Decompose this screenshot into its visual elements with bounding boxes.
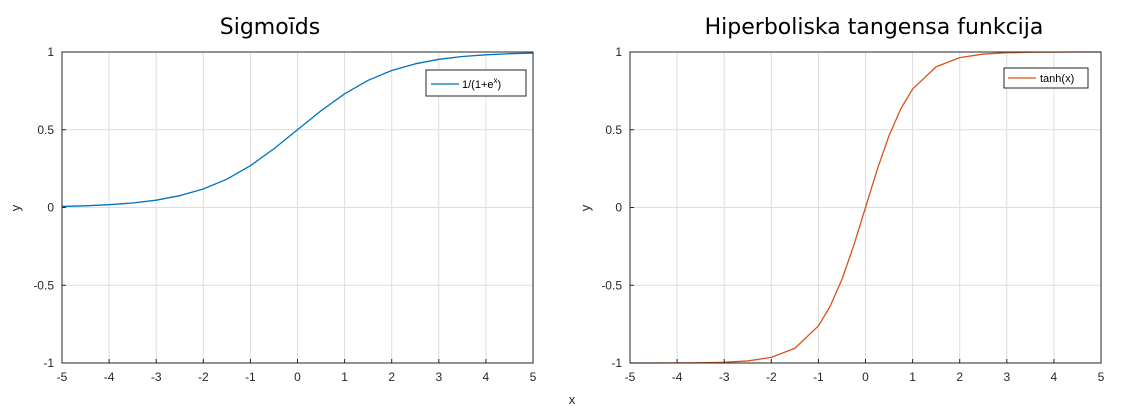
y-tick-label: 0 — [47, 201, 54, 215]
x-tick-label: 1 — [909, 370, 916, 384]
x-tick-label: -2 — [766, 370, 777, 384]
x-tick-label: -5 — [625, 370, 636, 384]
x-tick-label: 0 — [862, 370, 869, 384]
series-layer — [61, 52, 534, 208]
legend-box — [425, 69, 527, 97]
x-ticks: -5 -4 -3 -2 -1 0 1 2 3 4 5 — [57, 359, 537, 384]
x-ticks: -5 -4 -3 -2 -1 0 1 2 3 4 5 — [625, 359, 1105, 384]
x-tick-label: -3 — [151, 370, 162, 384]
x-tick-label: -5 — [57, 370, 68, 384]
legend-entry: 1/(1+ex) — [462, 76, 501, 91]
x-tick-label: 5 — [1098, 370, 1105, 384]
y-axis-label: y — [578, 204, 593, 211]
y-tick-label: -1 — [43, 356, 54, 370]
x-tick-label: -3 — [719, 370, 730, 384]
y-tick-label: -0.5 — [601, 278, 622, 292]
x-tick-label: -2 — [198, 370, 209, 384]
x-tick-label: 2 — [388, 370, 395, 384]
y-tick-label: -0.5 — [33, 278, 54, 292]
y-tick-label: 0.5 — [37, 123, 54, 137]
x-tick-label: 4 — [483, 370, 490, 384]
y-tick-label: 1 — [615, 45, 622, 59]
y-tick-label: 0 — [615, 201, 622, 215]
x-tick-label: -1 — [813, 370, 824, 384]
legend-entry: tanh(x) — [1040, 73, 1074, 85]
x-tick-label: 3 — [435, 370, 442, 384]
x-tick-label: 4 — [1051, 370, 1058, 384]
x-tick-label: 2 — [956, 370, 963, 384]
x-tick-label: -1 — [245, 370, 256, 384]
y-axis-label: y — [8, 204, 23, 211]
sigmoid-chart: Sigmoīds -5 -4 -3 -2 -1 0 1 2 3 4 5 -1-0.500.51 y … — [8, 15, 537, 384]
y-tick-label: 1 — [47, 45, 54, 59]
y-tick-label: 0.5 — [605, 123, 622, 137]
x-tick-label: 0 — [294, 370, 301, 384]
y-ticks: -1 -0.5 0 0.5 1 — [601, 45, 634, 370]
legend: tanh(x) — [1003, 67, 1089, 89]
y-ticks: -1 -0.5 0 0.5 1 — [33, 45, 66, 370]
legend-box — [1003, 67, 1089, 89]
x-tick-label: 3 — [1003, 370, 1010, 384]
x-tick-label: 5 — [530, 370, 537, 384]
y-tick-label: -1 — [611, 356, 622, 370]
x-tick-label: -4 — [104, 370, 115, 384]
tanh-chart: Hiperboliska tangensa funkcija -5 -4 -3 -2-… — [578, 15, 1105, 384]
x-tick-label: -4 — [672, 370, 683, 384]
grid — [61, 51, 534, 364]
chart-title: Sigmoīds — [220, 15, 320, 40]
series-line — [61, 52, 534, 208]
x-axis-label: x — [569, 392, 576, 407]
x-tick-label: 1 — [341, 370, 348, 384]
chart-title: Hiperboliska tangensa funkcija — [705, 15, 1044, 40]
legend: 1/(1+ex) — [425, 69, 527, 97]
